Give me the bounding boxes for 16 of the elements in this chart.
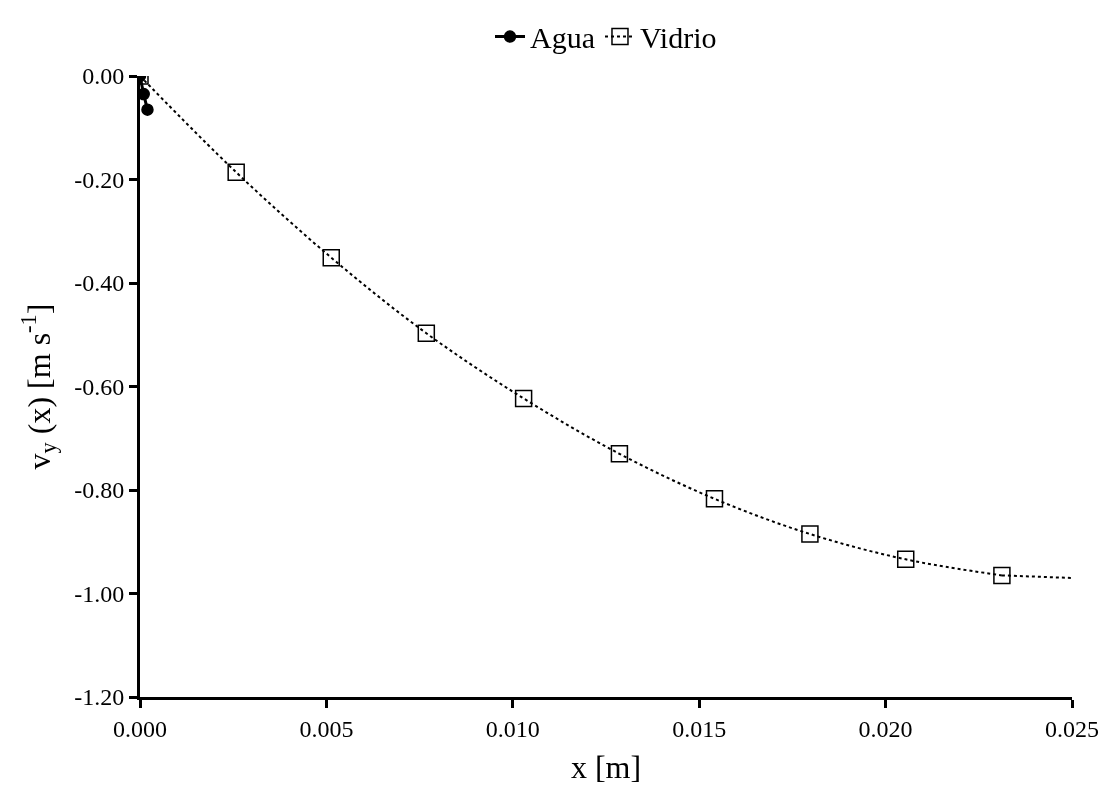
y-tick-label: -0.20: [74, 166, 125, 193]
y-tick-label: -1.20: [74, 684, 125, 711]
y-tick-label: -0.60: [74, 373, 125, 400]
legend-label: Agua: [530, 21, 595, 55]
y-tick-label: 0.00: [82, 63, 125, 90]
x-tick-label: 0.005: [299, 715, 354, 742]
x-tick-label: 0.010: [485, 715, 540, 742]
x-tick-label: 0.000: [113, 715, 167, 742]
y-tick-label: -0.80: [74, 477, 125, 504]
y-tick-label: -0.40: [74, 270, 125, 297]
x-tick-label: 0.015: [672, 715, 727, 742]
x-tick-label: 0.020: [858, 715, 913, 742]
x-tick-label: 0.025: [1045, 715, 1099, 742]
legend-label: Vidrio: [639, 21, 717, 55]
y-tick-label: -1.00: [74, 580, 125, 607]
x-axis-title: x [m]: [570, 748, 642, 785]
